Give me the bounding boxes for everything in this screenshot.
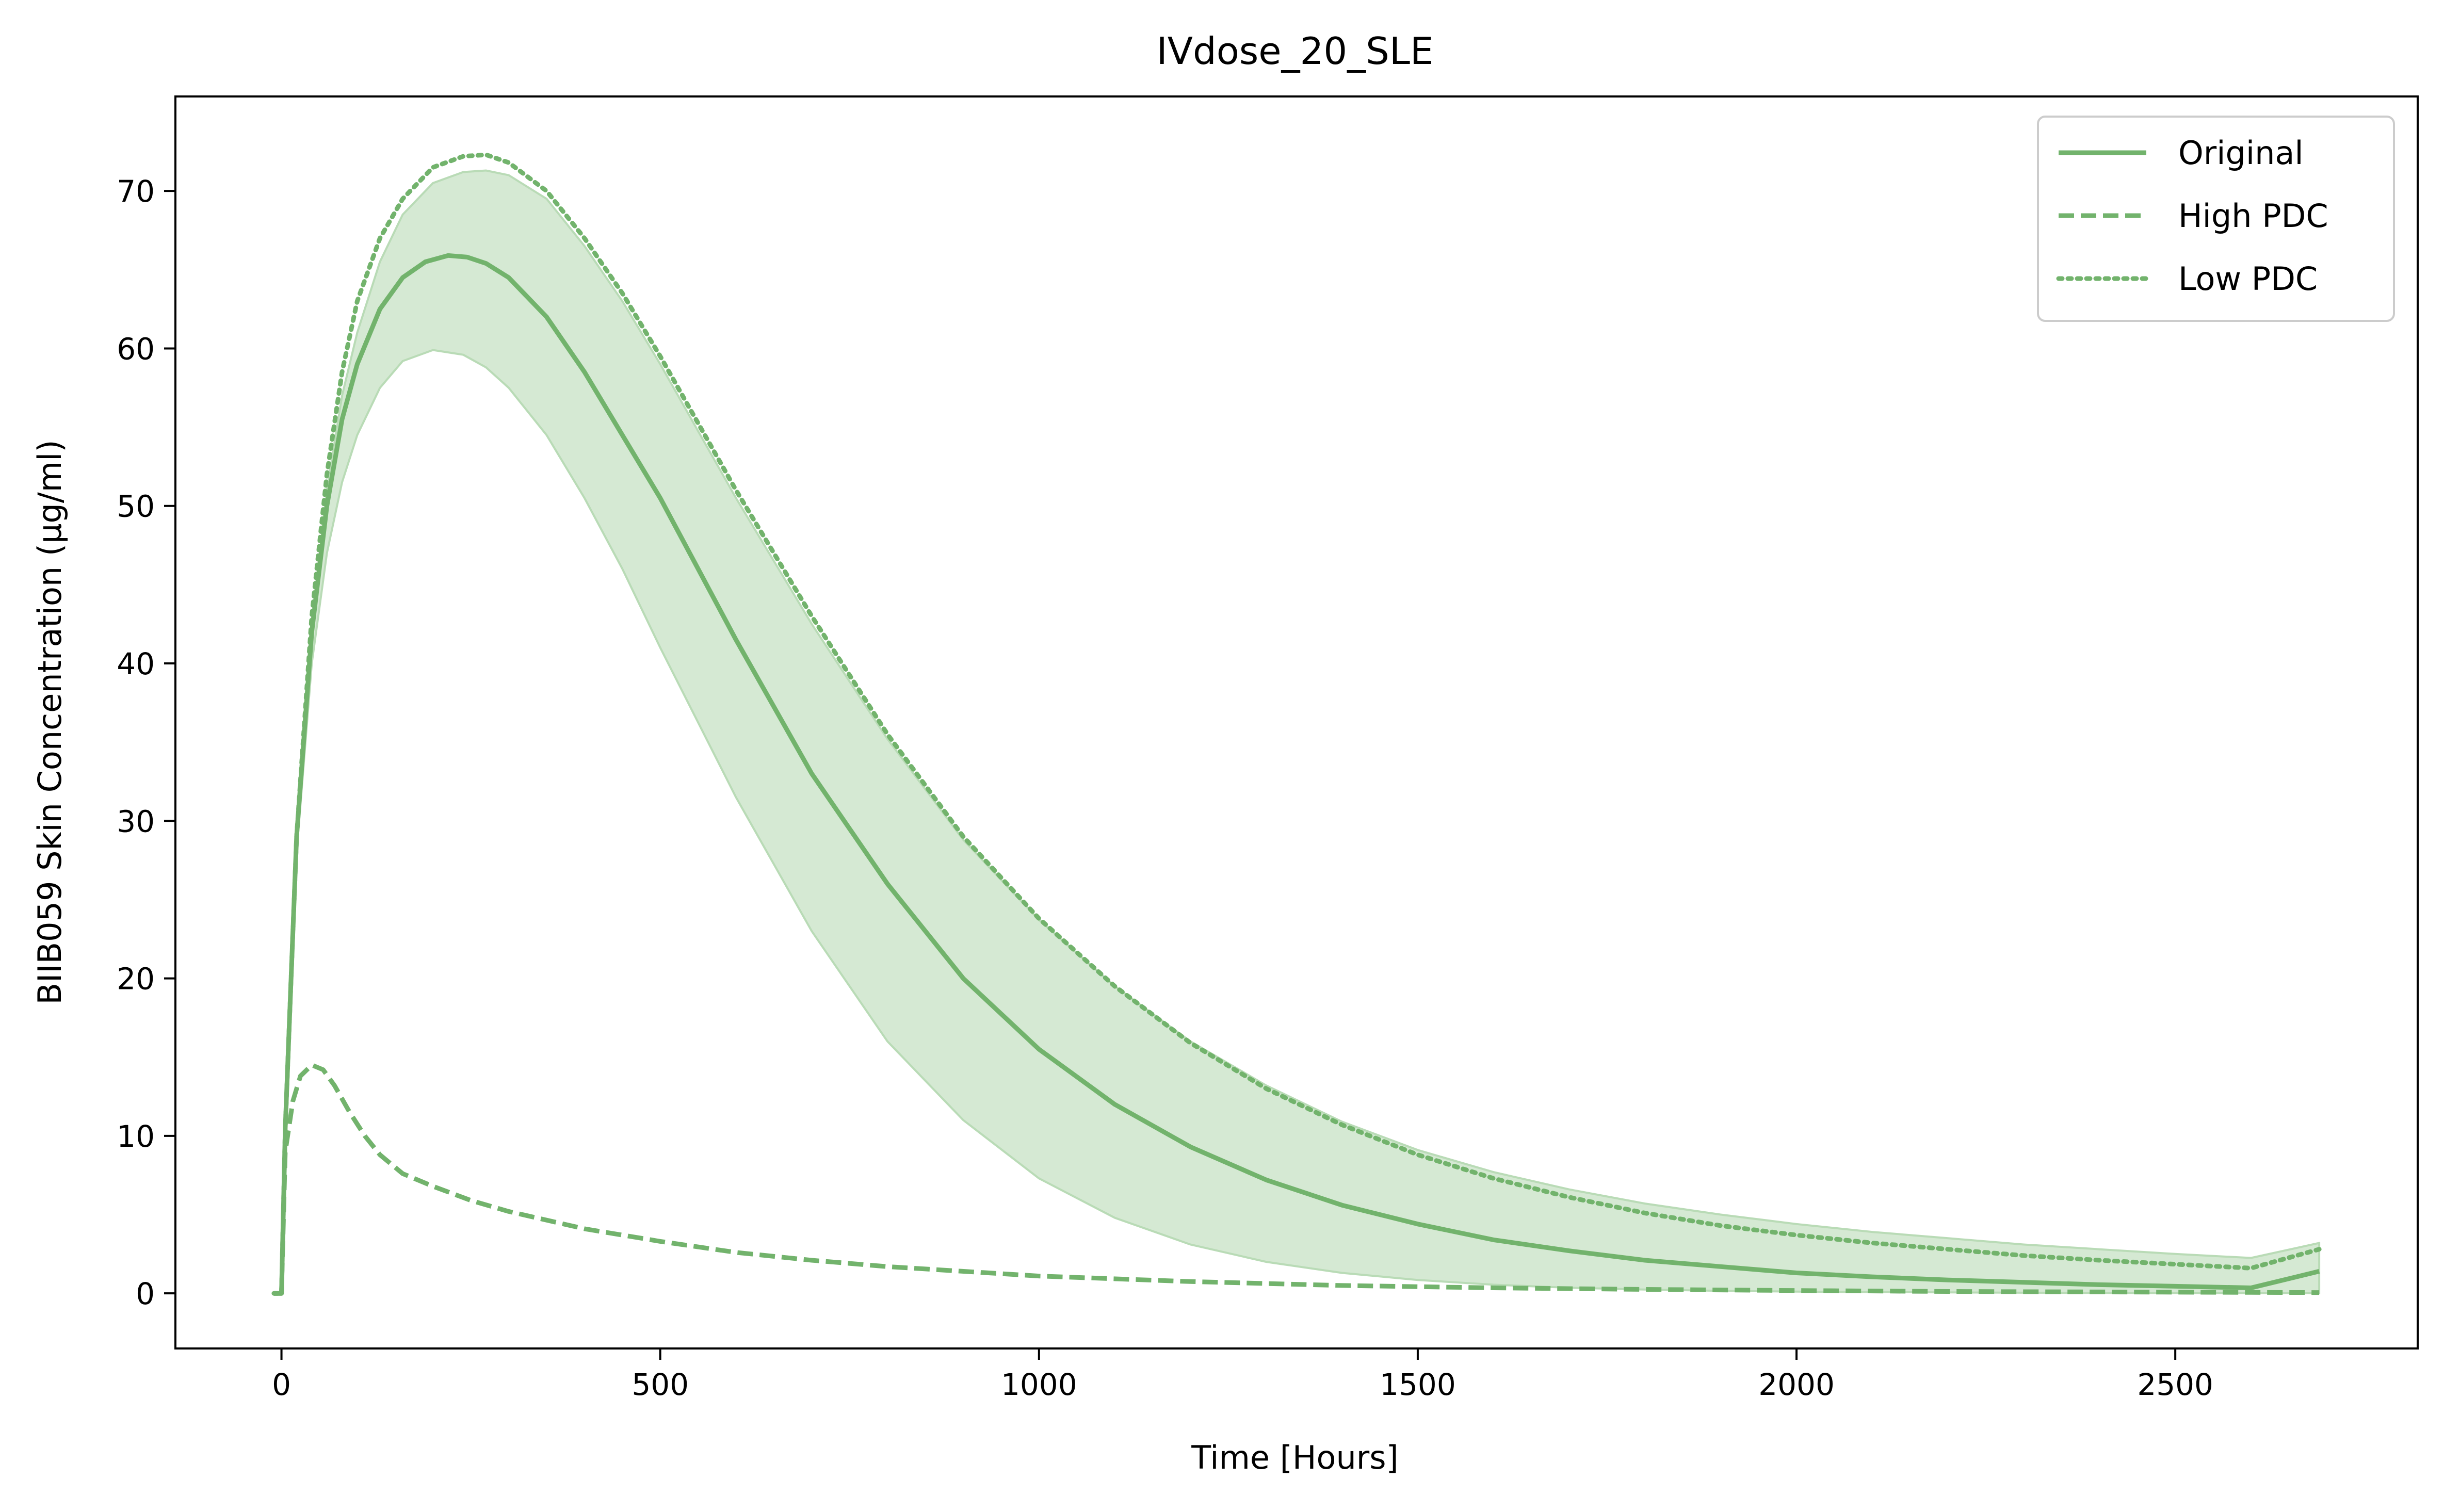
series-line-low-pdc xyxy=(271,152,2322,1296)
y-tick-label: 20 xyxy=(117,962,155,997)
x-tick-label: 0 xyxy=(272,1367,291,1402)
x-tick-label: 2000 xyxy=(1758,1367,1835,1402)
y-tick-label: 40 xyxy=(117,646,155,681)
legend-label-high-pdc: High PDC xyxy=(2178,197,2328,235)
x-axis: 0 500 1000 1500 2000 2500 xyxy=(272,1348,2213,1402)
y-tick-label: 0 xyxy=(136,1276,155,1311)
chart-title: IVdose_20_SLE xyxy=(1157,29,1434,73)
y-tick-label: 60 xyxy=(117,331,155,366)
x-tick-label: 1000 xyxy=(1001,1367,1077,1402)
y-axis-label: BIIB059 Skin Concentration (μg/ml) xyxy=(31,440,69,1004)
confidence-band xyxy=(280,169,2321,1294)
y-axis: 0 10 20 30 40 50 60 70 xyxy=(117,174,175,1311)
series-layer xyxy=(271,152,2322,1296)
confidence-band-layer xyxy=(280,169,2321,1294)
y-tick-label: 10 xyxy=(117,1119,155,1154)
x-tick-label: 500 xyxy=(632,1367,689,1402)
y-tick-label: 50 xyxy=(117,489,155,524)
x-tick-label: 1500 xyxy=(1380,1367,1456,1402)
legend: Original High PDC Low PDC xyxy=(2037,116,2395,322)
x-axis-label: Time [Hours] xyxy=(1191,1439,1398,1476)
y-tick-label: 70 xyxy=(117,174,155,209)
legend-label-low-pdc: Low PDC xyxy=(2178,260,2318,298)
plot-frame xyxy=(174,95,2419,1350)
x-tick-label: 2500 xyxy=(2137,1367,2213,1402)
series-line-high-pdc xyxy=(273,1063,2320,1296)
legend-label-original: Original xyxy=(2178,134,2304,172)
legend-box xyxy=(2037,116,2395,322)
y-tick-label: 30 xyxy=(117,804,155,839)
series-line-original xyxy=(273,253,2320,1296)
